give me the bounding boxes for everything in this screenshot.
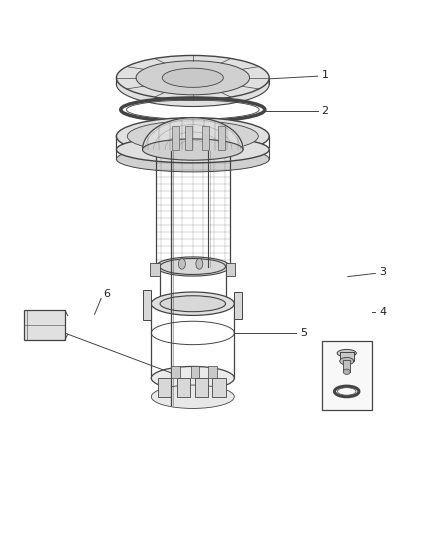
Bar [144, 290, 151, 320]
Bar [226, 263, 235, 276]
Bar [185, 126, 192, 150]
Text: 5: 5 [300, 328, 307, 338]
Bar [234, 292, 242, 319]
Ellipse shape [196, 259, 203, 269]
Bar [218, 126, 225, 150]
Ellipse shape [178, 259, 185, 269]
Ellipse shape [117, 147, 269, 172]
Ellipse shape [143, 139, 243, 160]
Ellipse shape [337, 350, 357, 357]
Ellipse shape [117, 136, 269, 163]
Bar [340, 352, 354, 361]
Text: 2: 2 [321, 106, 329, 116]
Ellipse shape [127, 121, 258, 152]
Bar [158, 378, 171, 397]
Text: 4: 4 [379, 306, 386, 317]
Bar [172, 126, 179, 150]
Bar [150, 263, 160, 276]
Ellipse shape [343, 369, 350, 374]
Ellipse shape [340, 358, 354, 365]
Bar [208, 367, 217, 378]
Bar [191, 367, 199, 378]
Text: 6: 6 [103, 289, 110, 299]
Ellipse shape [155, 257, 230, 276]
Ellipse shape [160, 296, 226, 312]
Ellipse shape [160, 259, 226, 274]
Bar [321, 341, 372, 410]
Ellipse shape [117, 55, 269, 100]
Ellipse shape [151, 367, 234, 390]
Bar [24, 310, 65, 340]
Text: 3: 3 [379, 267, 386, 277]
Bar [212, 378, 226, 397]
Bar [195, 378, 208, 397]
Ellipse shape [151, 385, 234, 408]
Bar [202, 126, 209, 150]
Ellipse shape [151, 292, 234, 316]
Bar [343, 360, 350, 372]
Bar [177, 378, 190, 397]
Ellipse shape [162, 68, 223, 87]
Text: 1: 1 [321, 70, 328, 80]
Ellipse shape [136, 61, 250, 95]
Ellipse shape [117, 62, 269, 107]
Bar [171, 367, 180, 378]
Ellipse shape [117, 118, 269, 155]
